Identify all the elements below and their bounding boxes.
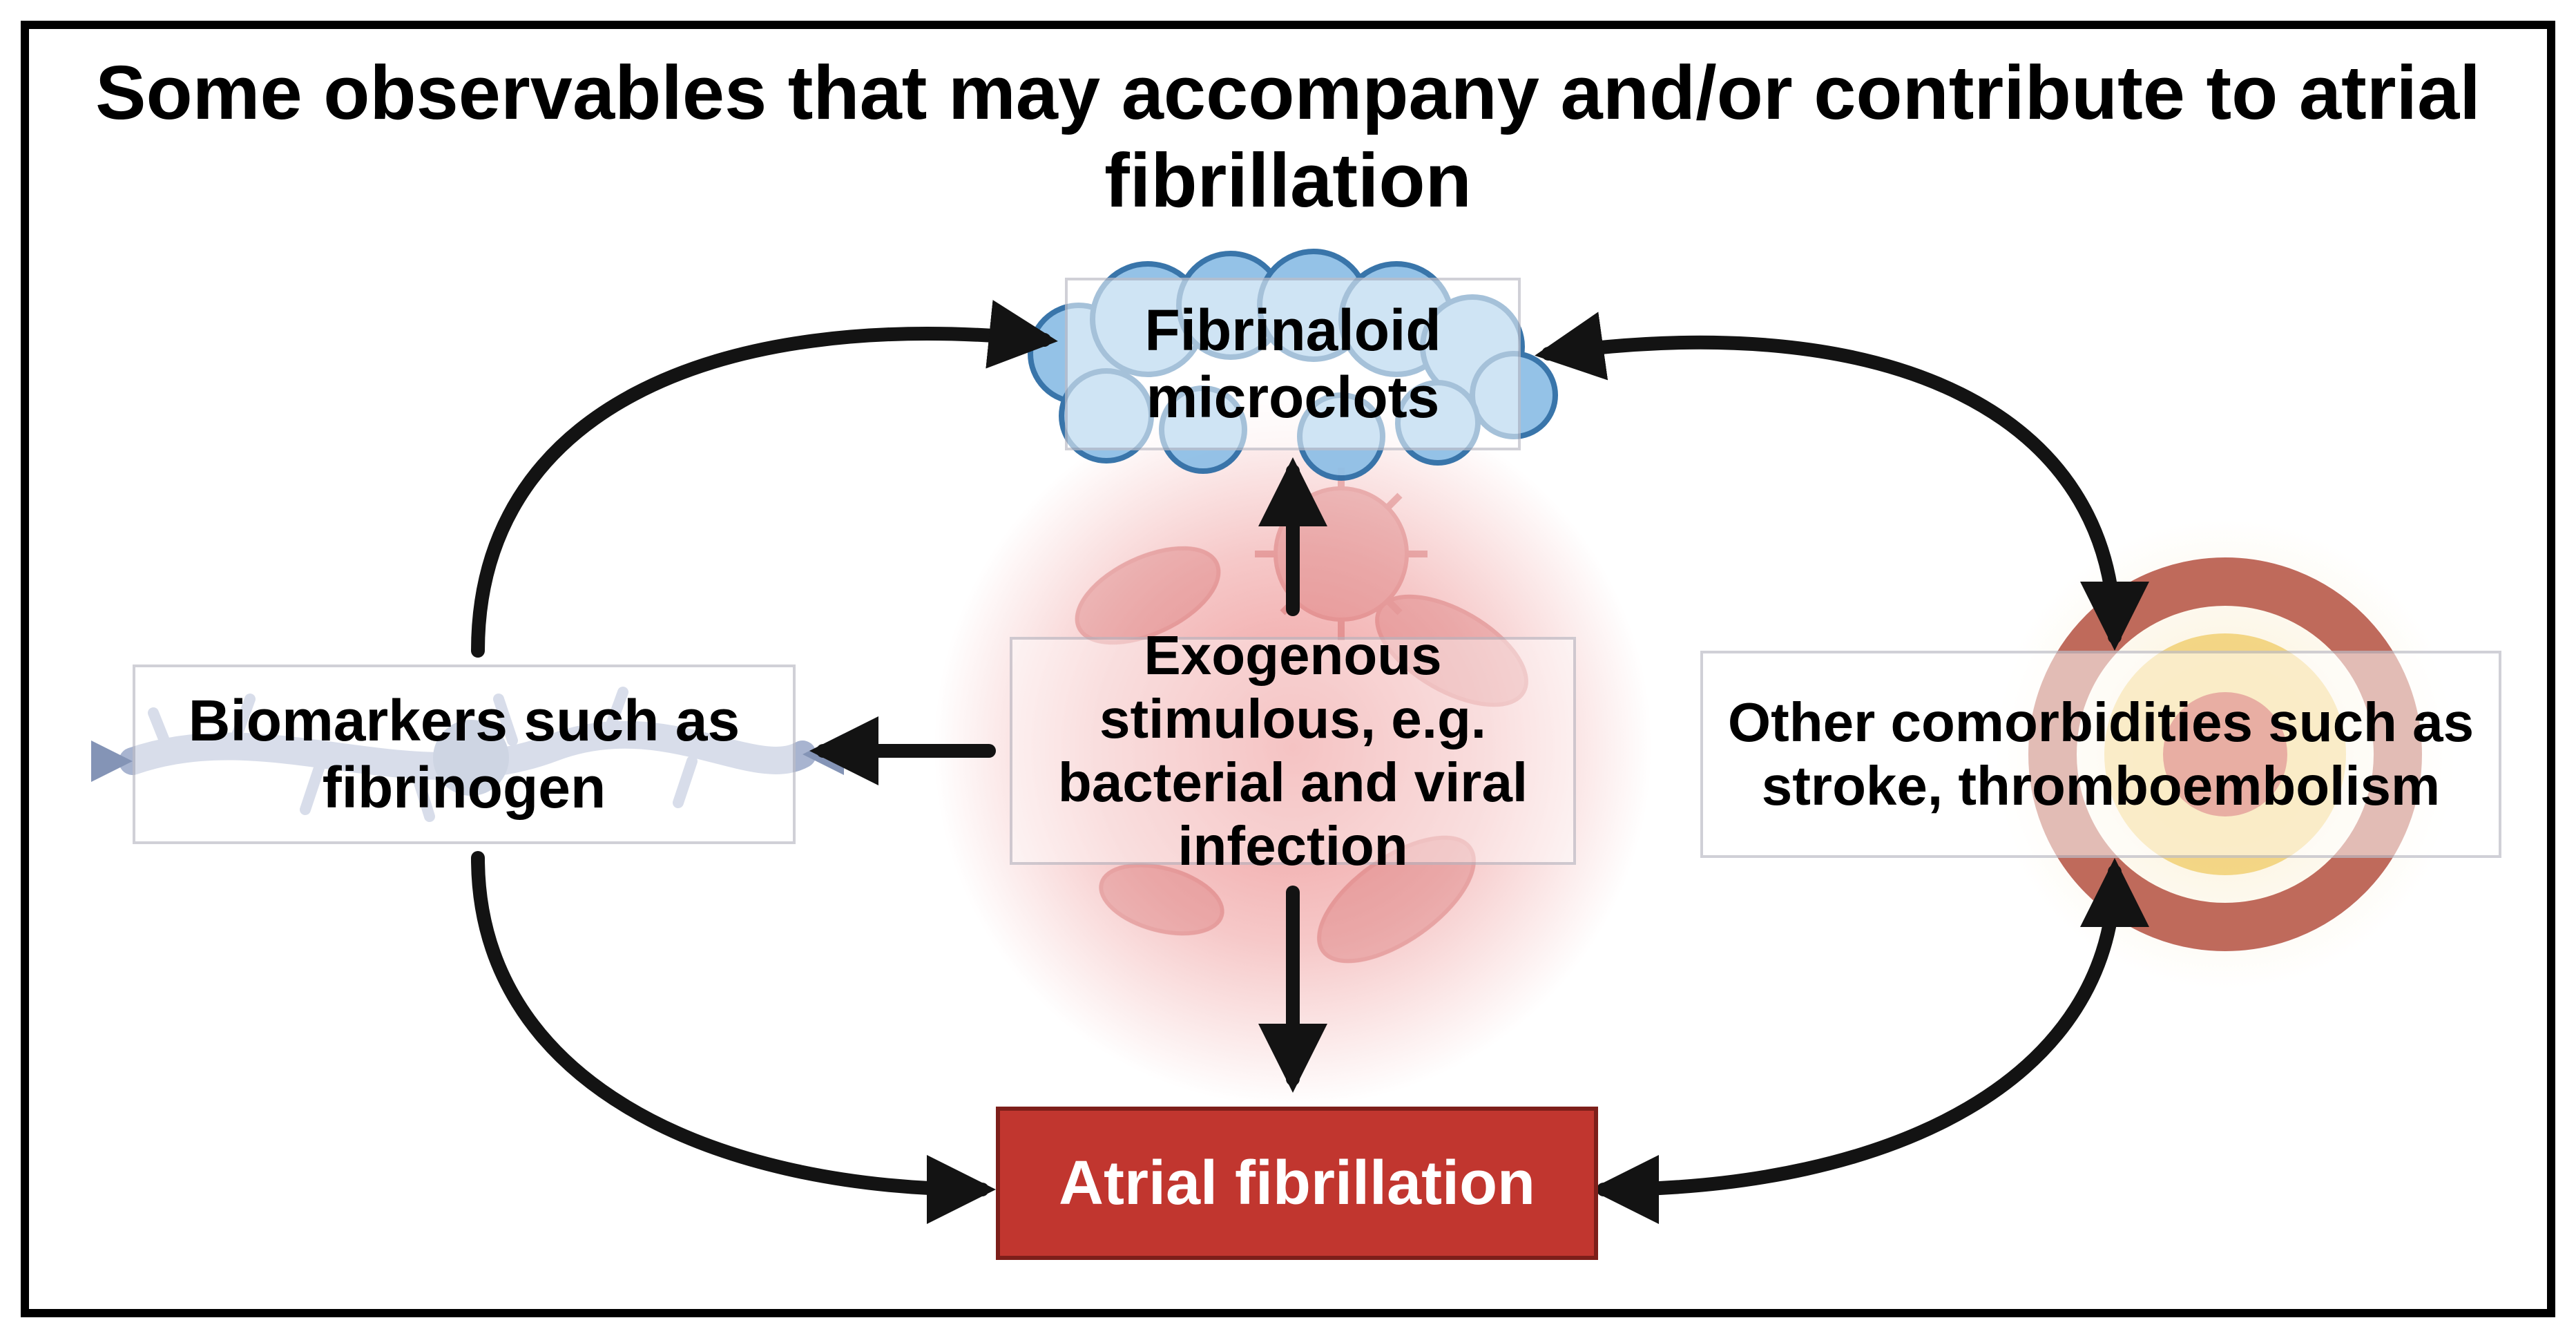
node-left-label: Biomarkers such as fibrinogen <box>156 687 772 821</box>
node-exogenous-stimulus: Exogenous stimulous, e.g. bacterial and … <box>1010 637 1576 865</box>
node-atrial-fibrillation: Atrial fibrillation <box>996 1107 1598 1260</box>
node-right-label: Other comorbidities such as stroke, thro… <box>1724 691 2478 818</box>
node-center-label: Exogenous stimulous, e.g. bacterial and … <box>1033 624 1553 878</box>
node-bottom-label: Atrial fibrillation <box>1059 1148 1535 1219</box>
diagram-frame: Some observables that may accompany and/… <box>21 21 2555 1317</box>
node-biomarkers-fibrinogen: Biomarkers such as fibrinogen <box>133 665 796 844</box>
node-comorbidities: Other comorbidities such as stroke, thro… <box>1700 651 2501 858</box>
node-fibrinaloid-microclots: Fibrinaloid microclots <box>1065 278 1521 450</box>
node-top-label: Fibrinaloid microclots <box>1088 297 1497 431</box>
